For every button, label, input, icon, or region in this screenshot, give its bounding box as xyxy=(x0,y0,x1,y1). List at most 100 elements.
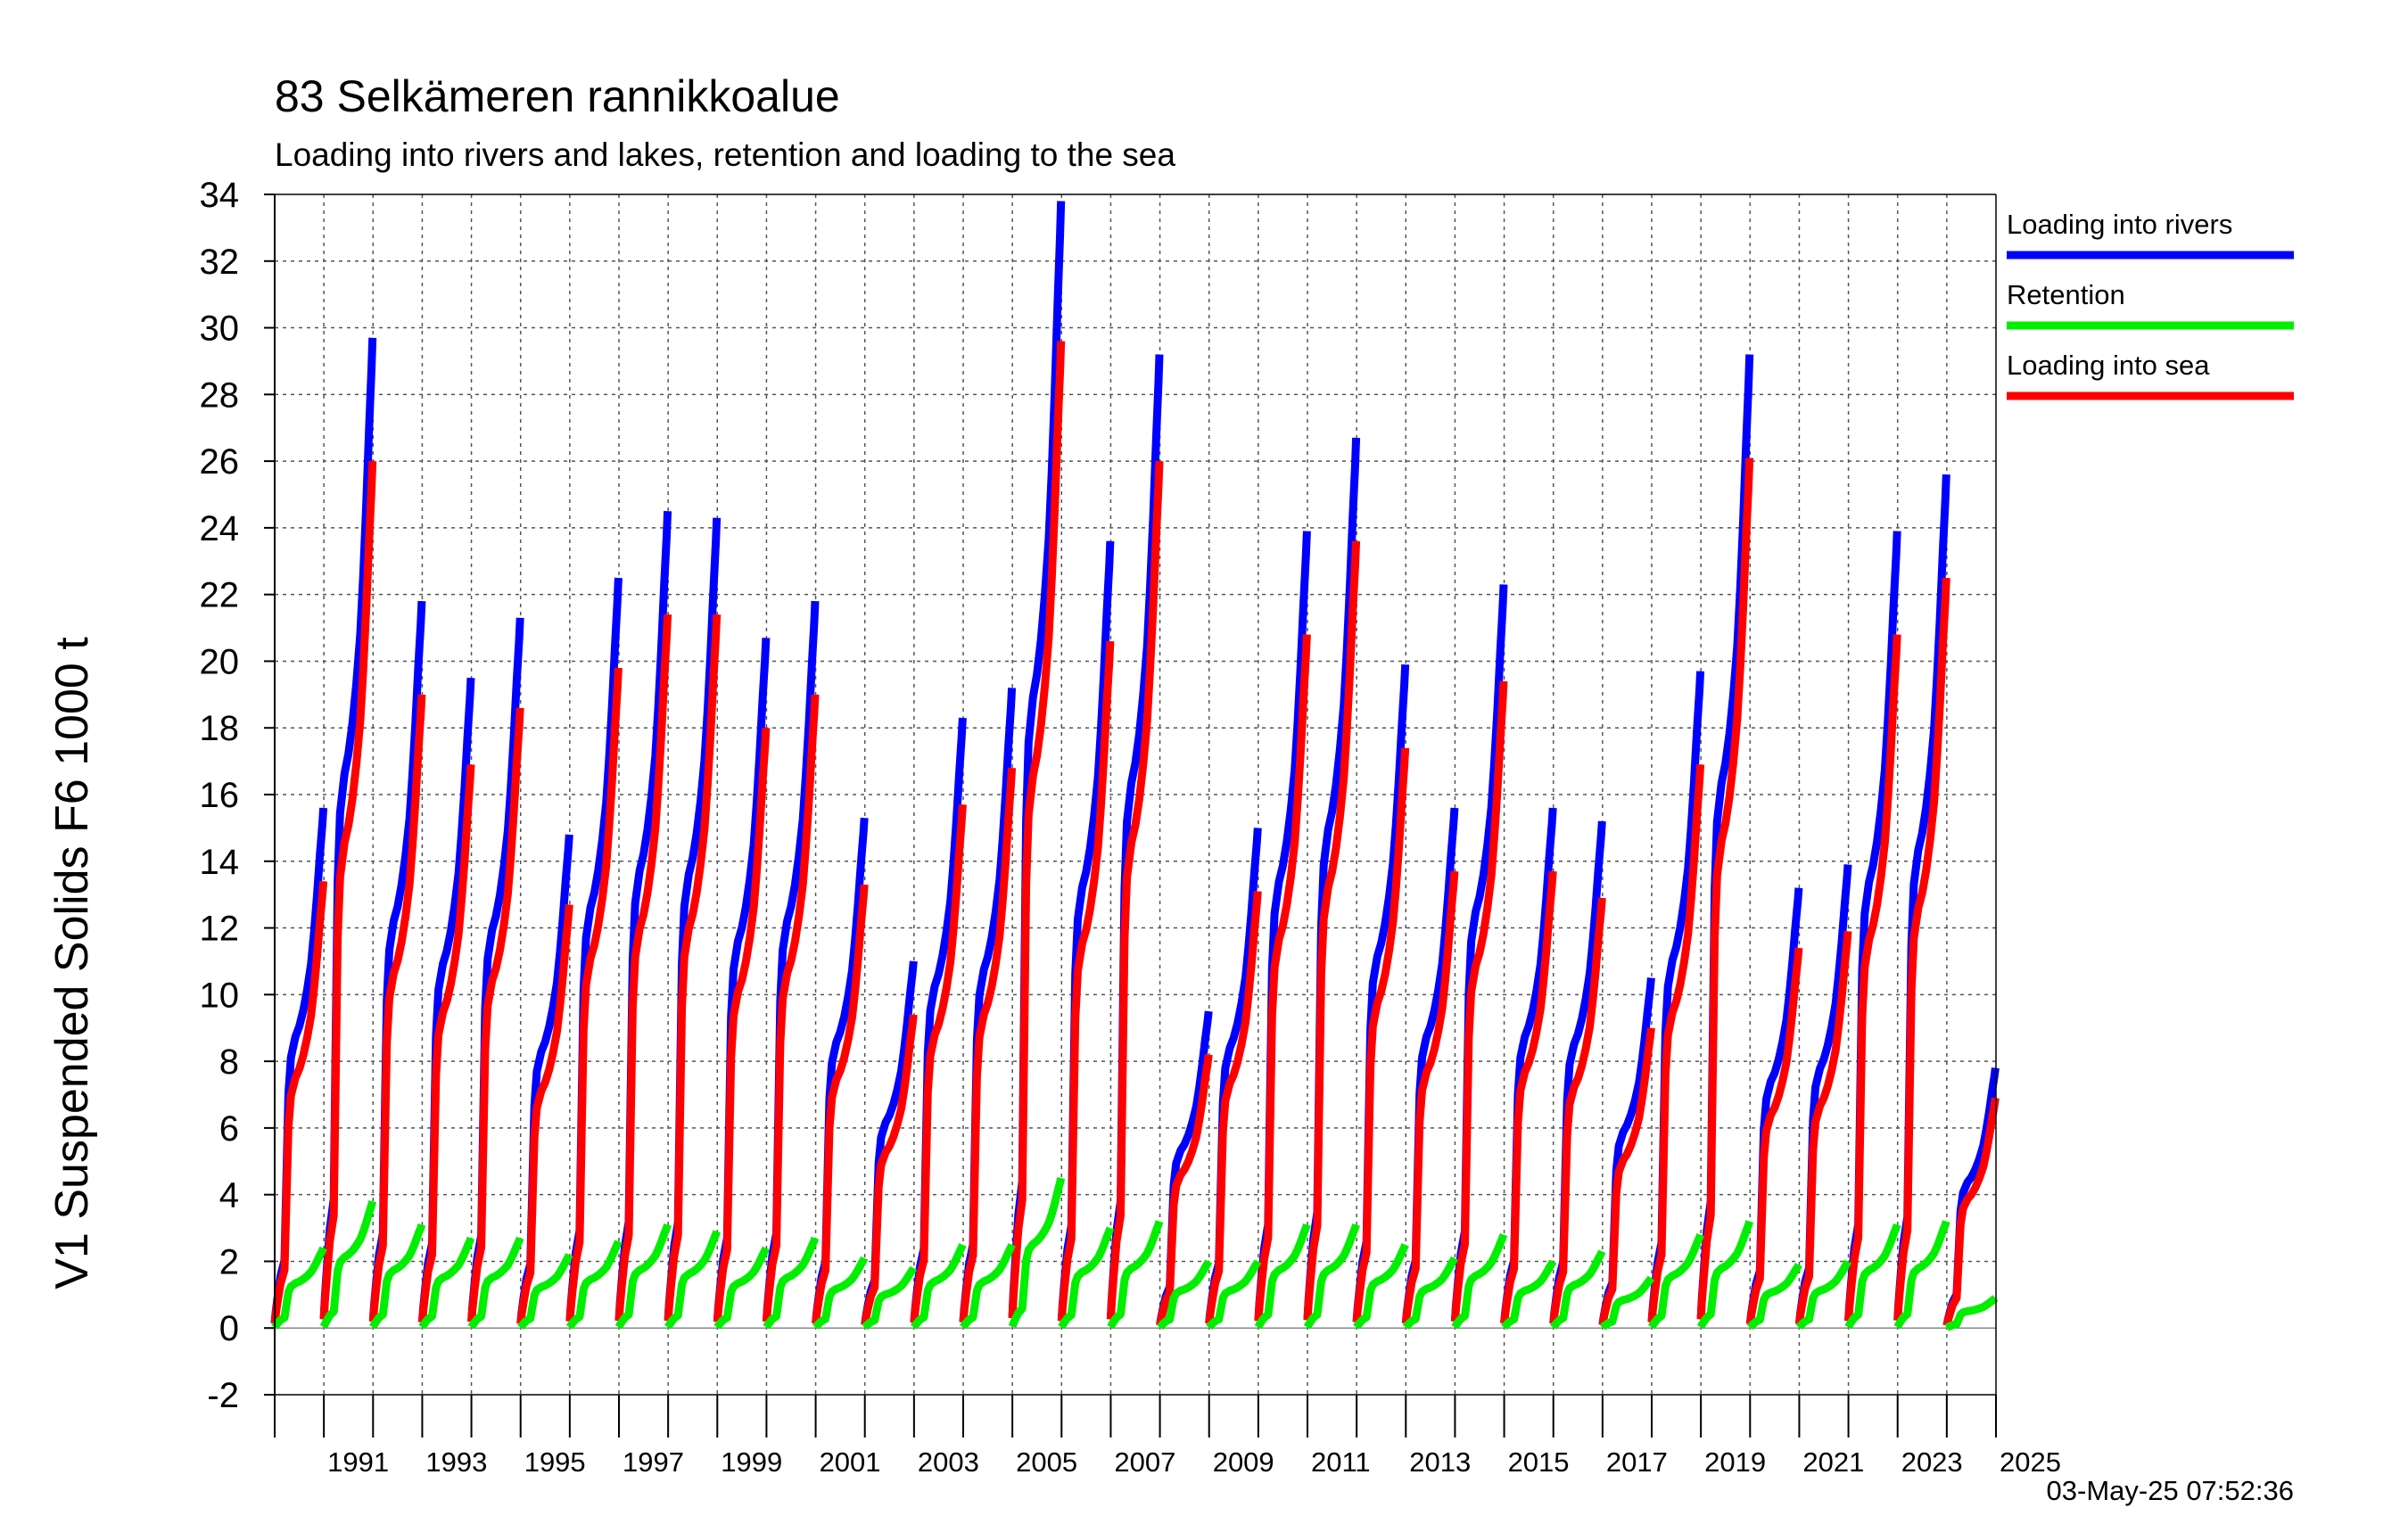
x-tick-label: 2005 xyxy=(1016,1446,1077,1478)
series-segment xyxy=(1008,1177,1066,1328)
series-segment xyxy=(1500,870,1557,1324)
series-segment xyxy=(565,1240,623,1330)
x-tick-label: 2011 xyxy=(1311,1446,1371,1478)
series-segment xyxy=(565,667,623,1322)
series-segment xyxy=(1696,457,1754,1320)
plot-frame xyxy=(274,194,1997,1438)
y-tick-label: 16 xyxy=(200,776,240,815)
series-segment xyxy=(960,1243,1016,1330)
series-segment xyxy=(1795,1259,1852,1331)
series-segment xyxy=(1746,1262,1802,1331)
grid xyxy=(275,194,1996,1395)
series-segment xyxy=(1057,640,1115,1322)
series-segment xyxy=(614,1223,672,1330)
series-segment xyxy=(516,904,573,1325)
legend-label-retention: Retention xyxy=(2007,279,2125,310)
series-segment xyxy=(1893,577,1950,1322)
series-segment xyxy=(1893,1220,1950,1330)
series-segment xyxy=(1549,897,1606,1324)
x-tick-label: 2013 xyxy=(1409,1446,1471,1478)
y-tick-label: 34 xyxy=(200,176,240,215)
series-segment xyxy=(1549,1249,1606,1331)
series-segment xyxy=(812,884,869,1324)
x-tick-label: 2001 xyxy=(820,1446,881,1478)
series-segment xyxy=(1844,634,1901,1322)
series-segment xyxy=(1648,1233,1704,1330)
series-segment xyxy=(1107,1220,1164,1330)
x-tick-label: 1993 xyxy=(425,1446,487,1478)
x-tick-label: 2019 xyxy=(1704,1446,1766,1478)
series-segment xyxy=(1844,1223,1901,1330)
series-segment xyxy=(614,614,672,1322)
series-segment xyxy=(1206,1259,1262,1331)
y-tick-label: 32 xyxy=(200,243,240,282)
series-segment xyxy=(270,880,328,1324)
series-segment xyxy=(910,803,967,1323)
series-segment xyxy=(861,1014,918,1326)
y-axis-label: V1 Suspended Solids F6 1000 t xyxy=(46,637,98,1289)
y-tick-label: 2 xyxy=(219,1242,239,1281)
series-segment xyxy=(1353,1243,1409,1330)
x-tick-label: 1995 xyxy=(524,1446,586,1478)
series-segment xyxy=(1205,891,1262,1324)
series-segment xyxy=(713,1246,771,1330)
y-tick-label: 22 xyxy=(200,576,240,615)
series-segment xyxy=(1402,1256,1458,1331)
y-tick-label: 14 xyxy=(200,843,240,882)
y-tick-label: 28 xyxy=(200,375,240,415)
series-segment xyxy=(1303,1223,1360,1330)
series-segment xyxy=(271,1246,327,1330)
series-segment xyxy=(369,1223,426,1330)
x-tick-label: 1999 xyxy=(721,1446,782,1478)
x-tick-label: 1991 xyxy=(327,1446,389,1478)
y-tick-label: -2 xyxy=(207,1376,239,1415)
series-segment xyxy=(1008,341,1066,1319)
legend: Loading into rivers Retention Loading in… xyxy=(2007,209,2294,400)
y-tick-label: 30 xyxy=(200,309,240,349)
series-segment xyxy=(1058,1226,1115,1330)
series-segment xyxy=(664,1230,721,1330)
x-tick-label: 2015 xyxy=(1508,1446,1570,1478)
series-segment xyxy=(467,707,524,1322)
series-segment xyxy=(1450,680,1508,1322)
series-segment xyxy=(1599,1275,1655,1331)
series-segment xyxy=(862,1265,918,1331)
series-segment xyxy=(1401,870,1459,1324)
y-tick-label: 6 xyxy=(219,1109,239,1149)
series-segment xyxy=(911,1243,967,1330)
series-segment xyxy=(1451,1233,1508,1330)
series-segment xyxy=(713,727,771,1322)
x-tick-label: 2023 xyxy=(1901,1446,1963,1478)
series-segment xyxy=(1156,1259,1213,1331)
y-tick-label: 18 xyxy=(200,709,240,748)
series-segment xyxy=(319,460,377,1320)
series-loading-into-sea xyxy=(270,341,2000,1327)
series-segment xyxy=(417,764,475,1323)
y-tick-label: 0 xyxy=(219,1309,239,1348)
y-tick-label: 26 xyxy=(200,442,240,482)
y-tick-label: 24 xyxy=(200,509,240,548)
y-tick-label: 4 xyxy=(219,1176,239,1215)
series-segment xyxy=(959,767,1017,1323)
series-segment xyxy=(1598,1027,1655,1326)
timestamp: 03-May-25 07:52:36 xyxy=(2047,1475,2294,1506)
series-segment xyxy=(763,1236,820,1330)
y-tick-label: 10 xyxy=(200,976,240,1015)
x-tick-label: 2017 xyxy=(1606,1446,1668,1478)
legend-label-sea: Loading into sea xyxy=(2007,350,2210,381)
series-segment xyxy=(1500,1259,1557,1331)
chart-subtitle: Loading into rivers and lakes, retention… xyxy=(275,136,1175,173)
series-segment xyxy=(516,1252,573,1331)
series-segment xyxy=(1254,1223,1311,1330)
series-segment xyxy=(1794,930,1852,1325)
series-segment xyxy=(368,694,426,1322)
series-segment xyxy=(467,1236,524,1330)
series-segment xyxy=(1647,764,1705,1323)
series-segment xyxy=(1254,634,1311,1322)
series-segment xyxy=(1303,540,1361,1321)
series-segment xyxy=(1352,747,1410,1323)
legend-label-rivers: Loading into rivers xyxy=(2007,209,2232,240)
x-tick-label: 2009 xyxy=(1213,1446,1274,1478)
